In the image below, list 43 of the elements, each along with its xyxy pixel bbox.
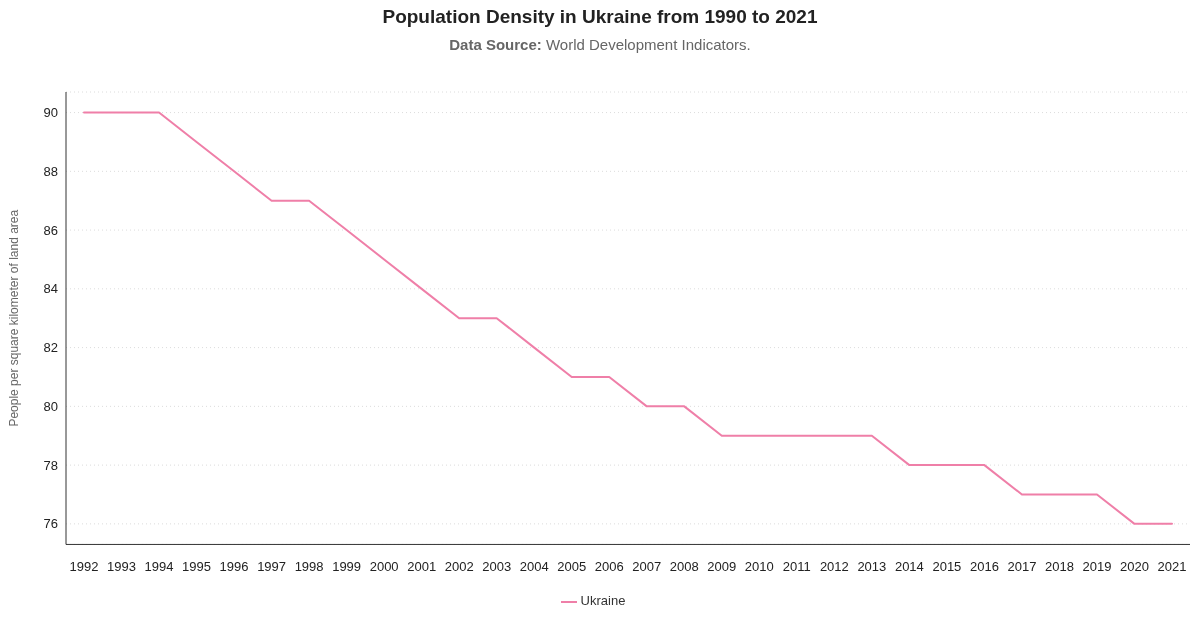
- x-tick-label: 2009: [707, 558, 737, 574]
- x-tick-label: 2012: [819, 558, 849, 574]
- y-tick-label: 88: [43, 163, 58, 179]
- chart-subtitle: Data Source: World Development Indicators.: [449, 36, 751, 53]
- x-tick-label: 2006: [594, 558, 624, 574]
- y-tick-label: 84: [43, 281, 58, 297]
- x-tick-label: 2020: [1120, 558, 1149, 574]
- x-tick-label: 1994: [144, 558, 174, 574]
- line-series: [83, 111, 1173, 525]
- x-tick-label: 1999: [332, 558, 362, 574]
- x-tick-label: 1997: [257, 558, 287, 574]
- x-tick-label: 1998: [294, 558, 324, 574]
- x-tick-label: 2004: [519, 558, 549, 574]
- x-tick-label: 2017: [1007, 558, 1037, 574]
- x-tick-label: 2018: [1044, 558, 1074, 574]
- x-tick-label: 2011: [782, 558, 811, 574]
- x-tick-label: 1992: [69, 558, 99, 574]
- x-tick-label: 2007: [632, 558, 662, 574]
- y-tick-label: 80: [43, 398, 58, 414]
- x-tick-label: 2010: [744, 558, 774, 574]
- x-tick-label: 2015: [932, 558, 962, 574]
- y-tick-label: 82: [43, 340, 58, 356]
- legend-label: Ukraine: [580, 593, 626, 609]
- x-tick-label: 1995: [182, 558, 212, 574]
- x-tick-label: 2001: [407, 558, 437, 574]
- x-tick-label: 2019: [1082, 558, 1112, 574]
- y-tick-label: 86: [43, 222, 58, 238]
- x-tick-label: 2000: [369, 558, 399, 574]
- chart-title: Population Density in Ukraine from 1990 to 2021: [381, 6, 819, 28]
- x-tick-label: 2008: [669, 558, 699, 574]
- x-tick-label: 2021: [1157, 558, 1187, 574]
- y-tick-label: 76: [43, 516, 58, 532]
- x-tick-label: 2002: [444, 558, 474, 574]
- x-tick-label: 1993: [107, 558, 136, 574]
- y-tick-label: 90: [43, 105, 58, 121]
- y-tick-label: 78: [43, 457, 58, 473]
- x-tick-label: 1996: [219, 558, 249, 574]
- y-axis-title: People per square kilometer of land area: [7, 209, 22, 427]
- x-tick-label: 2005: [557, 558, 587, 574]
- x-tick-label: 2016: [969, 558, 999, 574]
- x-tick-label: 2003: [482, 558, 512, 574]
- x-tick-label: 2014: [894, 558, 924, 574]
- x-tick-label: 2013: [857, 558, 887, 574]
